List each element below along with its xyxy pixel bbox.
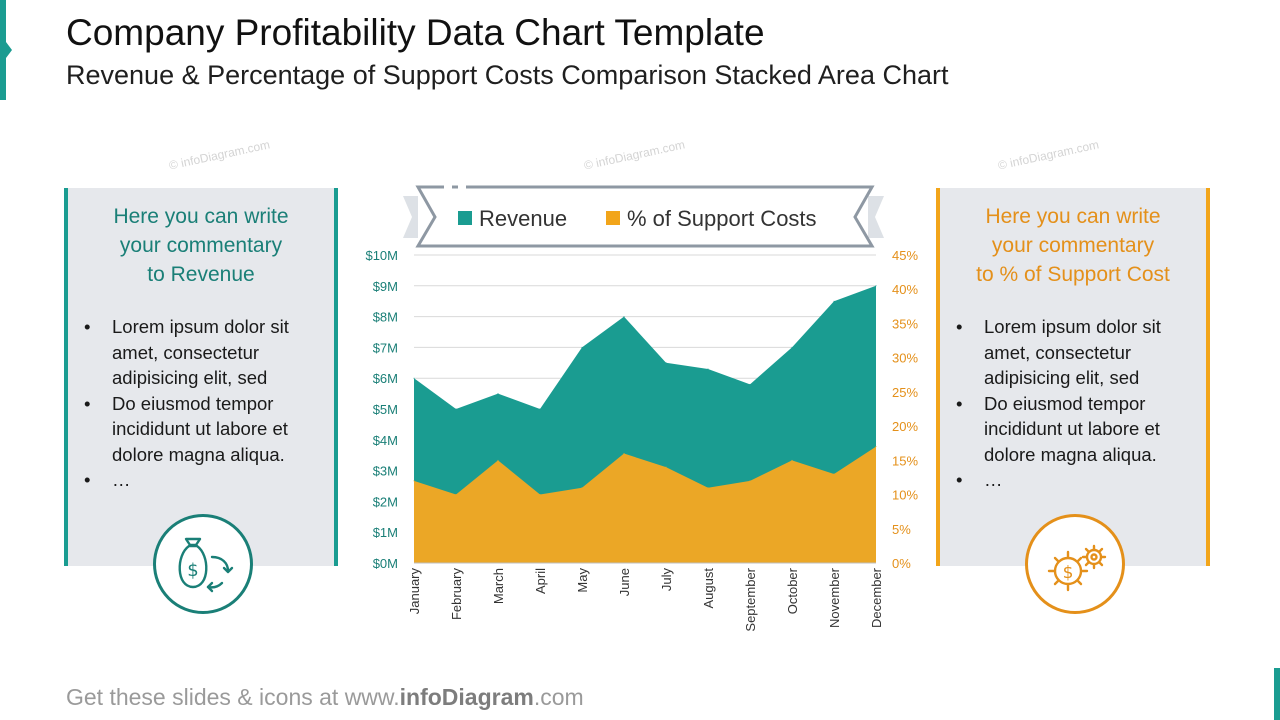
revenue-point	[791, 346, 793, 348]
y-left-tick-label: $4M	[373, 433, 398, 448]
x-tick-label: October	[785, 567, 800, 614]
footer-prefix: Get these slides & icons at www.	[66, 684, 400, 710]
page-title: Company Profitability Data Chart Templat…	[66, 12, 765, 53]
y-right-tick-label: 10%	[892, 488, 918, 503]
y-left-tick-label: $0M	[373, 556, 398, 571]
support-costs-point	[749, 480, 751, 482]
chart-axes: $0M $1M $2M $3M $4M $5M $6M $7M $8M $9M $10M 0% 5% 10…	[365, 248, 918, 632]
support-cost-commentary-list: Lorem ipsum dolor sit amet, consectetur …	[954, 314, 1196, 493]
revenue-commentary-panel: Here you can write your commentary to Re…	[64, 188, 338, 566]
page-subtitle: Revenue & Percentage of Support Costs Co…	[66, 60, 949, 90]
list-item: Do eiusmod tempor incididunt ut labore e…	[82, 391, 324, 468]
revenue-point	[875, 285, 877, 287]
y-right-tick-label: 35%	[892, 316, 918, 331]
x-tick-label: June	[617, 568, 632, 596]
y-right-tick-label: 45%	[892, 248, 918, 263]
revenue-point	[497, 393, 499, 395]
x-tick-label: January	[407, 568, 422, 615]
support-costs-point	[581, 487, 583, 489]
revenue-point	[539, 408, 541, 410]
x-tick-label: May	[575, 568, 590, 593]
x-tick-label: September	[743, 567, 758, 631]
footer-brand: infoDiagram	[399, 684, 534, 710]
revenue-point	[833, 300, 835, 302]
support-costs-point	[413, 480, 415, 482]
legend-label-support-costs: % of Support Costs	[627, 206, 817, 231]
list-item: …	[954, 467, 1196, 493]
y-right-tick-label: 40%	[892, 282, 918, 297]
svg-text:$: $	[1063, 563, 1074, 583]
x-tick-label: March	[491, 568, 506, 604]
list-item: Do eiusmod tempor incididunt ut labore e…	[954, 391, 1196, 468]
x-tick-label: December	[869, 567, 884, 628]
y-left-tick-label: $2M	[373, 494, 398, 509]
support-costs-point	[623, 452, 625, 454]
revenue-commentary-heading: Here you can write your commentary to Re…	[113, 205, 289, 286]
y-right-tick-label: 25%	[892, 385, 918, 400]
chart-areas	[413, 285, 877, 563]
support-costs-point	[833, 473, 835, 475]
right-accent-bar	[1274, 668, 1280, 720]
revenue-point	[707, 368, 709, 370]
support-costs-point	[497, 459, 499, 461]
x-tick-label: April	[533, 568, 548, 594]
y-left-tick-label: $7M	[373, 340, 398, 355]
y-right-tick-label: 5%	[892, 522, 911, 537]
svg-text:$: $	[187, 560, 198, 581]
support-costs-area	[414, 446, 876, 563]
support-costs-point	[665, 466, 667, 468]
y-left-tick-label: $5M	[373, 402, 398, 417]
legend-frame-gap	[458, 184, 466, 191]
list-item: Lorem ipsum dolor sit amet, consectetur …	[954, 314, 1196, 391]
y-left-tick-label: $3M	[373, 464, 398, 479]
y-right-tick-label: 0%	[892, 556, 911, 571]
revenue-point	[623, 316, 625, 318]
x-tick-label: July	[659, 568, 674, 592]
revenue-point	[413, 377, 415, 379]
y-right-tick-label: 30%	[892, 351, 918, 366]
support-cost-commentary-heading: Here you can write your commentary to % …	[976, 205, 1170, 286]
y-left-tick-label: $1M	[373, 525, 398, 540]
legend-swatch-revenue	[458, 211, 472, 225]
support-costs-point	[707, 487, 709, 489]
list-item: Lorem ipsum dolor sit amet, consectetur …	[82, 314, 324, 391]
revenue-point	[749, 383, 751, 385]
revenue-commentary-list: Lorem ipsum dolor sit amet, consectetur …	[82, 314, 324, 493]
support-costs-point	[875, 446, 877, 448]
y-left-tick-label: $8M	[373, 310, 398, 325]
y-right-tick-label: 20%	[892, 419, 918, 434]
support-costs-point	[455, 494, 457, 496]
revenue-point	[455, 408, 457, 410]
support-costs-point	[791, 459, 793, 461]
dollar-gears-icon: $	[1025, 514, 1125, 614]
x-tick-label: November	[827, 567, 842, 628]
revenue-point	[581, 346, 583, 348]
footer-credit: Get these slides & icons at www.infoDiag…	[66, 684, 584, 711]
legend-swatch-support-costs	[606, 211, 620, 225]
list-item: …	[82, 467, 324, 493]
legend-ribbon-frame	[415, 185, 875, 248]
left-accent-bar	[0, 0, 6, 100]
support-cost-commentary-panel: Here you can write your commentary to % …	[936, 188, 1210, 566]
footer-suffix: .com	[533, 684, 584, 710]
legend-frame-gap	[444, 184, 452, 191]
x-tick-label: August	[701, 568, 716, 609]
left-accent-notch	[6, 42, 12, 58]
support-costs-point	[539, 494, 541, 496]
y-left-tick-label: $10M	[365, 248, 398, 263]
legend-ribbon-right-tail	[868, 196, 884, 238]
legend-ribbon-left-tail	[403, 196, 418, 238]
y-left-tick-label: $9M	[373, 279, 398, 294]
legend-label-revenue: Revenue	[479, 206, 567, 231]
y-left-tick-label: $6M	[373, 371, 398, 386]
y-right-tick-label: 15%	[892, 453, 918, 468]
x-tick-label: February	[449, 568, 464, 621]
money-bag-exchange-icon: $	[153, 514, 253, 614]
chart-legend: Revenue % of Support Costs	[403, 184, 884, 248]
revenue-point	[665, 362, 667, 364]
